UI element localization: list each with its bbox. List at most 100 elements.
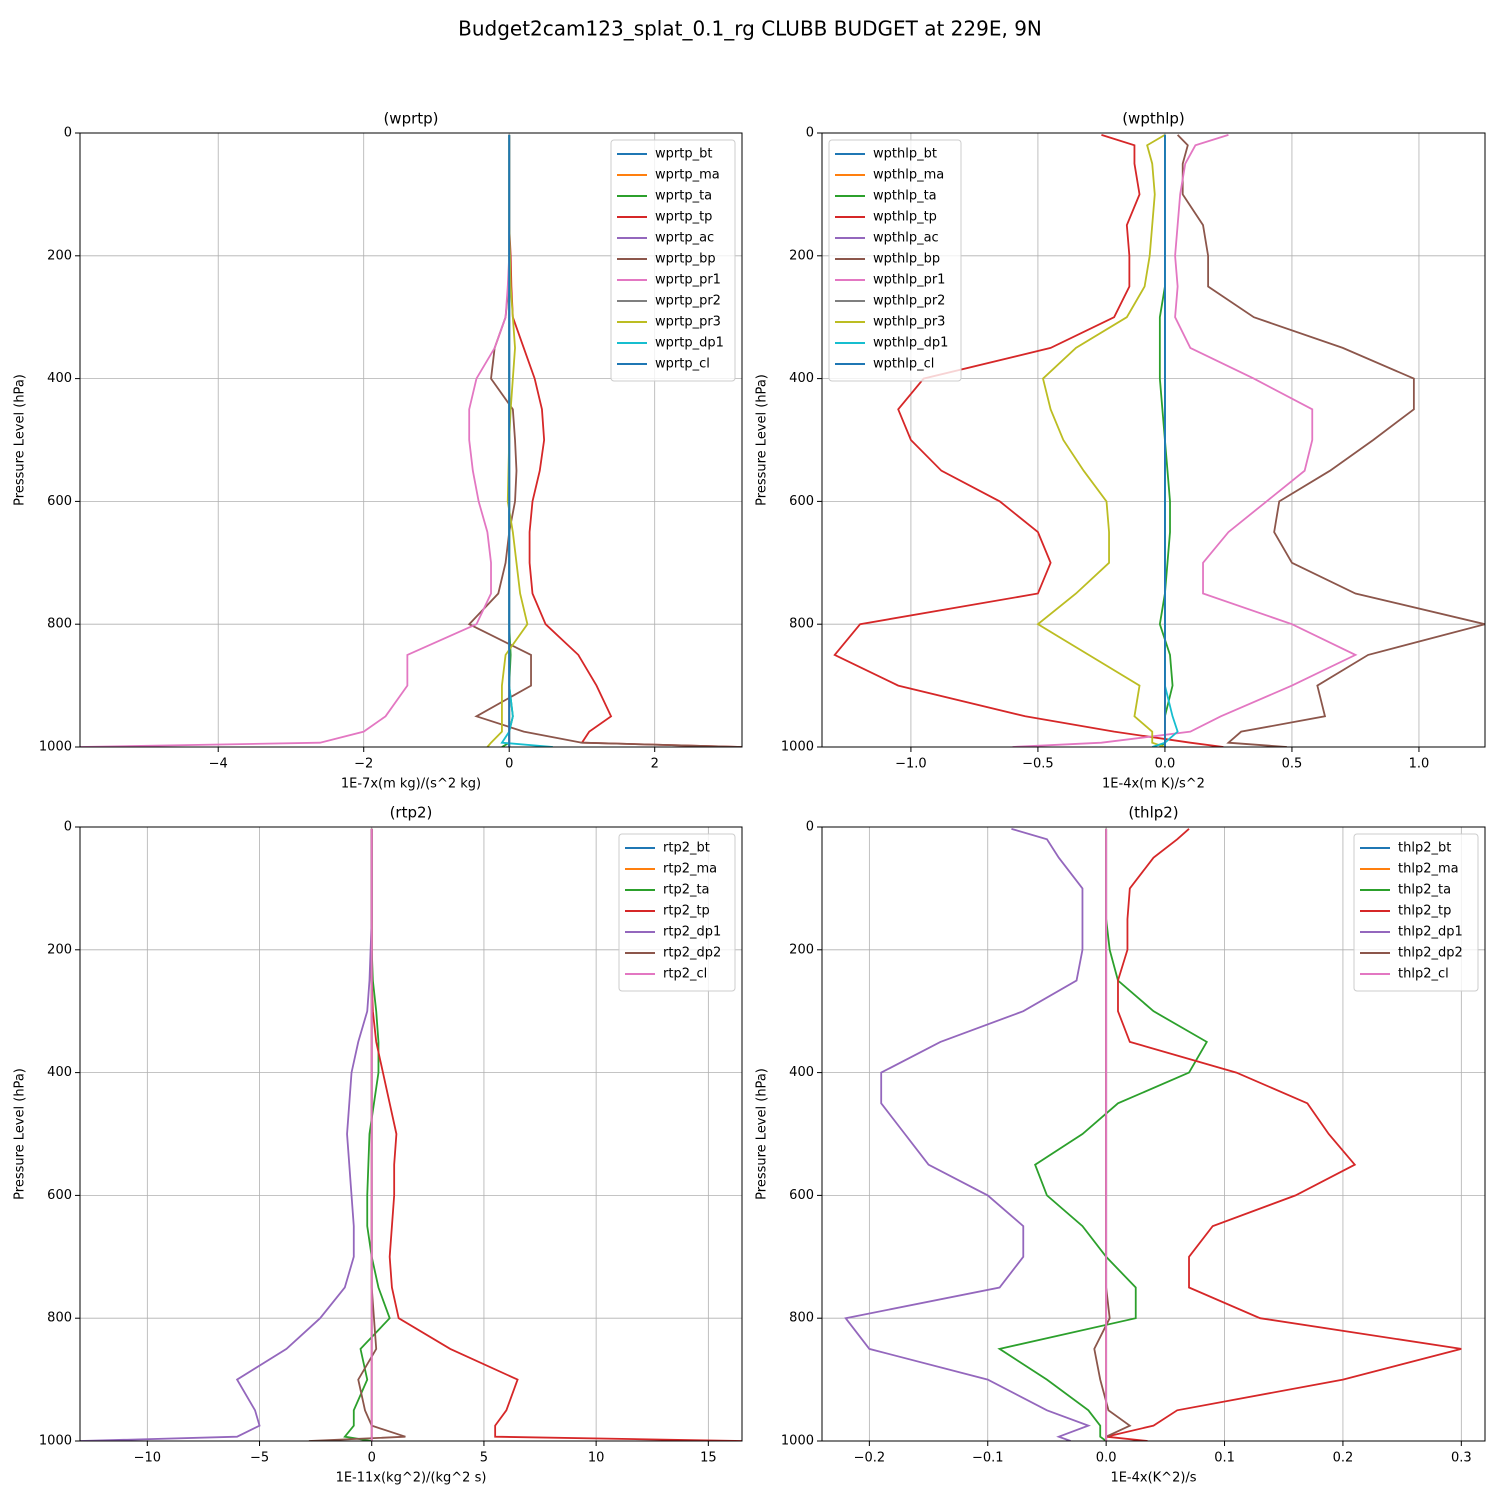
- y-axis-label: Pressure Level (hPa): [13, 374, 28, 506]
- legend-label: thlp2_tp: [1398, 904, 1451, 919]
- y-tick-label: 0: [806, 820, 814, 835]
- legend-label: wprtp_bt: [655, 147, 712, 162]
- x-tick-label: −1.0: [895, 757, 927, 772]
- legend-box: [610, 139, 736, 382]
- legend-label: wprtp_bp: [655, 252, 716, 267]
- legend-label: thlp2_ta: [1398, 883, 1451, 898]
- y-tick-label: 1000: [781, 1434, 814, 1449]
- legend-label: wprtp_ac: [655, 231, 714, 246]
- y-axis-label: Pressure Level (hPa): [755, 374, 770, 506]
- y-tick-label: 800: [789, 617, 814, 632]
- x-axis-label: 1E-11x(kg^2)/(kg^2 s): [336, 1471, 487, 1486]
- series-line: [1176, 134, 1485, 747]
- legend-label: thlp2_dp1: [1398, 925, 1463, 940]
- y-tick-label: 800: [47, 1311, 72, 1326]
- y-tick-label: 200: [789, 248, 814, 263]
- y-tick-label: 600: [789, 494, 814, 509]
- y-axis-label: Pressure Level (hPa): [13, 1068, 28, 1200]
- legend-box: [828, 139, 962, 382]
- x-axis-label: 1E-7x(m kg)/(s^2 kg): [341, 777, 481, 792]
- x-tick-label: 0: [368, 1451, 376, 1466]
- series-line: [1105, 828, 1462, 1441]
- axes-frame: [79, 826, 743, 1442]
- y-tick-label: 1000: [781, 740, 814, 755]
- y-tick-label: 0: [64, 820, 72, 835]
- axes-title: (wpthlp): [1122, 110, 1185, 128]
- legend-label: thlp2_dp2: [1398, 946, 1463, 961]
- x-tick-label: 0.0: [1096, 1451, 1117, 1466]
- series-line: [1036, 134, 1166, 747]
- x-tick-label: −4: [209, 757, 228, 772]
- legend-label: wprtp_pr3: [655, 315, 721, 330]
- axes-title: (thlp2): [1128, 804, 1178, 822]
- legend-label: wpthlp_pr1: [873, 273, 945, 288]
- legend-label: wprtp_pr2: [655, 294, 721, 309]
- y-tick-label: 600: [47, 494, 72, 509]
- y-tick-label: 600: [47, 1188, 72, 1203]
- y-tick-label: 400: [789, 1065, 814, 1080]
- legend-label: thlp2_cl: [1398, 967, 1449, 982]
- y-tick-label: 800: [789, 1311, 814, 1326]
- legend-label: wprtp_dp1: [655, 336, 724, 351]
- x-tick-label: −0.1: [972, 1451, 1004, 1466]
- legend-box: [618, 833, 736, 992]
- y-tick-label: 400: [789, 371, 814, 386]
- axes-frame: [821, 132, 1486, 748]
- axes-title: (wprtp): [383, 110, 438, 128]
- legend-label: rtp2_dp2: [663, 946, 721, 961]
- axes-frame: [821, 826, 1486, 1442]
- legend-label: wpthlp_ta: [873, 189, 937, 204]
- legend-label: wpthlp_ma: [873, 168, 944, 183]
- legend-label: wprtp_cl: [655, 357, 710, 372]
- legend-label: thlp2_ma: [1398, 862, 1459, 877]
- legend-label: wpthlp_bp: [873, 252, 940, 267]
- x-tick-label: 0: [505, 757, 513, 772]
- x-tick-label: 1.0: [1409, 757, 1430, 772]
- x-tick-label: −10: [134, 1451, 161, 1466]
- x-tick-label: −2: [354, 757, 373, 772]
- x-tick-label: 0.2: [1333, 1451, 1354, 1466]
- legend-label: rtp2_dp1: [663, 925, 721, 940]
- x-axis-label: 1E-4x(m K)/s^2: [1102, 777, 1205, 792]
- y-tick-label: 200: [789, 942, 814, 957]
- legend-label: wprtp_ma: [655, 168, 720, 183]
- y-tick-label: 1000: [39, 740, 72, 755]
- plot-area: [833, 133, 1485, 747]
- x-tick-label: 2: [651, 757, 659, 772]
- legend-label: thlp2_bt: [1398, 841, 1451, 856]
- y-tick-label: 0: [806, 126, 814, 141]
- series-line: [833, 133, 1224, 747]
- legend-label: wpthlp_pr2: [873, 294, 945, 309]
- x-tick-label: −0.2: [854, 1451, 886, 1466]
- x-tick-label: 5: [480, 1451, 488, 1466]
- x-tick-label: −5: [250, 1451, 269, 1466]
- legend-label: wpthlp_cl: [873, 357, 934, 372]
- legend-label: rtp2_ma: [663, 862, 717, 877]
- legend-label: wprtp_ta: [655, 189, 712, 204]
- x-tick-label: 0.0: [1155, 757, 1176, 772]
- series-line: [1012, 133, 1358, 747]
- axes-frame: [79, 132, 743, 748]
- legend-label: rtp2_cl: [663, 967, 707, 982]
- y-tick-label: 400: [47, 371, 72, 386]
- y-tick-label: 1000: [39, 1434, 72, 1449]
- x-tick-label: −0.5: [1022, 757, 1054, 772]
- y-tick-label: 800: [47, 617, 72, 632]
- x-tick-label: 0.3: [1451, 1451, 1472, 1466]
- legend-label: rtp2_tp: [663, 904, 710, 919]
- legend-label: wpthlp_dp1: [873, 336, 948, 351]
- plot-area: [844, 827, 1462, 1441]
- legend-label: wpthlp_pr3: [873, 315, 945, 330]
- series-line: [844, 827, 1091, 1441]
- legend-label: wprtp_tp: [655, 210, 712, 225]
- legend-label: wpthlp_ac: [873, 231, 939, 246]
- legend-label: wpthlp_tp: [873, 210, 937, 225]
- y-axis-label: Pressure Level (hPa): [755, 1068, 770, 1200]
- legend-box: [1353, 833, 1479, 992]
- x-axis-label: 1E-4x(K^2)/s: [1110, 1471, 1196, 1486]
- legend-label: rtp2_bt: [663, 841, 710, 856]
- y-tick-label: 400: [47, 1065, 72, 1080]
- figure-title: Budget2cam123_splat_0.1_rg CLUBB BUDGET …: [458, 17, 1042, 41]
